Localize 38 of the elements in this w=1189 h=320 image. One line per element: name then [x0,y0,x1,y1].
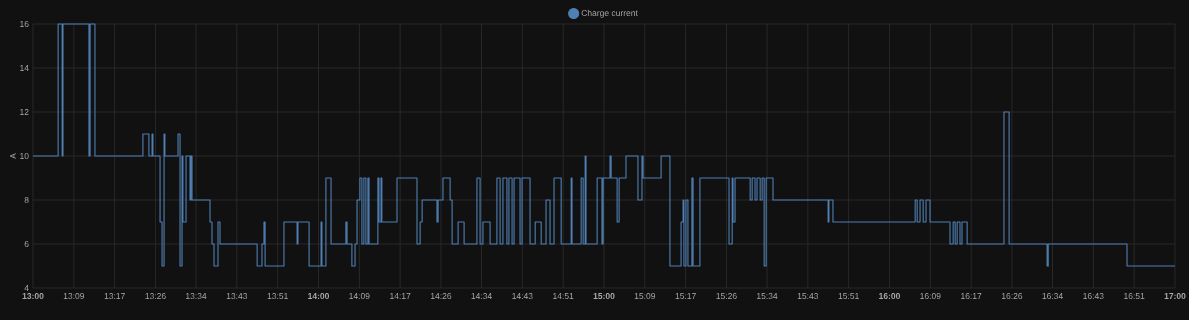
x-tick-label: 16:09 [920,293,941,300]
x-tick-label: 15:00 [593,293,615,300]
x-tick-label: 16:51 [1124,293,1145,300]
y-tick-label: 10 [20,152,29,159]
x-tick-label: 16:43 [1083,293,1104,300]
y-tick-label: 12 [20,109,29,115]
x-tick-label: 15:43 [797,293,819,300]
x-tick-label: 15:09 [634,293,656,300]
y-tick-label: 16 [20,20,29,27]
x-tick-label: 17:00 [1164,293,1186,300]
x-tick-label: 14:09 [349,293,370,300]
x-tick-label: 13:09 [63,293,85,300]
legend-label: Charge current [581,9,638,18]
x-tick-label: 14:34 [471,293,492,300]
x-tick-label: 15:26 [716,293,737,300]
x-tick-label: 14:17 [390,293,411,299]
x-tick-label: 16:26 [1001,293,1023,300]
x-tick-label: 13:51 [267,293,288,300]
x-tick-label: 16:00 [879,293,900,300]
y-tick-label: 14 [20,65,29,71]
x-tick-label: 15:17 [675,293,696,299]
x-tick-label: 14:26 [430,293,452,300]
x-tick-label: 13:34 [186,293,207,300]
x-tick-label: 14:43 [512,293,533,300]
y-tick-label: 8 [24,196,29,203]
x-tick-label: 15:34 [757,293,778,300]
x-tick-label: 13:00 [22,293,44,300]
x-tick-label: 15:51 [838,293,859,299]
x-tick-label: 14:00 [308,293,330,300]
x-tick-label: 16:17 [961,293,982,300]
x-tick-label: 13:17 [104,293,125,300]
x-tick-label: 13:43 [226,293,248,300]
y-axis-title: A [10,153,16,159]
x-tick-label: 13:26 [145,293,166,300]
y-tick-label: 4 [24,285,29,291]
x-tick-label: 14:51 [553,293,574,299]
x-tick-label: 16:34 [1042,293,1063,300]
y-tick-label: 6 [24,240,29,248]
